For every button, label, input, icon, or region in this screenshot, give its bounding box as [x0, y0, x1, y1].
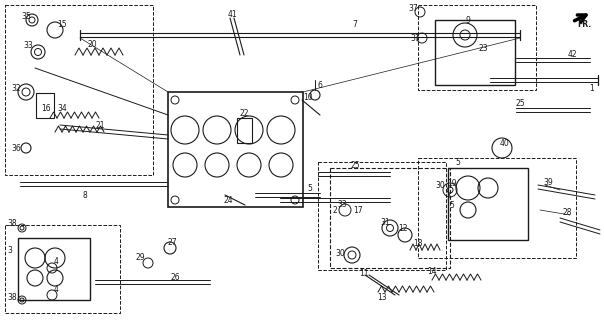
Text: 37: 37	[410, 34, 420, 43]
Text: 37: 37	[408, 4, 418, 12]
Text: 25: 25	[350, 161, 360, 170]
Text: 38: 38	[7, 293, 17, 302]
Text: 5: 5	[455, 157, 460, 166]
Text: 19: 19	[447, 179, 457, 188]
Text: 2: 2	[333, 205, 338, 214]
Text: 30: 30	[335, 249, 345, 258]
Text: 20: 20	[87, 39, 97, 49]
Text: 28: 28	[562, 207, 572, 217]
Text: 18: 18	[413, 238, 423, 247]
Text: 35: 35	[21, 12, 31, 20]
Text: 39: 39	[543, 178, 553, 187]
Text: 17: 17	[353, 205, 363, 214]
Text: 25: 25	[515, 99, 525, 108]
Text: 34: 34	[57, 103, 67, 113]
Text: 14: 14	[427, 268, 437, 276]
Bar	[418, 5, 536, 90]
Text: 7: 7	[353, 20, 358, 28]
Text: 8: 8	[83, 190, 88, 199]
Text: 23: 23	[478, 44, 488, 52]
Text: 24: 24	[223, 196, 233, 204]
Text: 15: 15	[57, 20, 67, 28]
Text: 36: 36	[11, 143, 21, 153]
Text: 22: 22	[239, 108, 249, 117]
Text: 27: 27	[167, 237, 177, 246]
Text: 21: 21	[95, 121, 104, 130]
Bar	[418, 158, 576, 258]
Bar	[330, 168, 450, 268]
Text: 3: 3	[8, 245, 13, 254]
Bar	[237, 118, 252, 143]
Bar	[5, 5, 153, 175]
Text: 13: 13	[377, 292, 387, 301]
Text: 4: 4	[54, 285, 59, 294]
Text: 5: 5	[449, 201, 454, 210]
Text: 32: 32	[11, 84, 21, 92]
Text: 30: 30	[435, 180, 445, 189]
Text: 41: 41	[227, 10, 237, 19]
Text: 33: 33	[23, 41, 33, 50]
Text: 26: 26	[170, 273, 180, 282]
Text: 5: 5	[307, 183, 312, 193]
Text: 42: 42	[567, 50, 577, 59]
Text: 29: 29	[135, 253, 145, 262]
Text: 38: 38	[7, 219, 17, 228]
Text: 6: 6	[318, 81, 323, 90]
Text: 9: 9	[466, 15, 471, 25]
Text: 31: 31	[380, 218, 390, 227]
Bar	[435, 20, 515, 85]
Bar	[36, 93, 54, 118]
Bar	[168, 92, 303, 207]
Text: 4: 4	[54, 258, 59, 267]
Text: FR.: FR.	[577, 20, 591, 29]
Bar	[18, 238, 90, 300]
Text: 1: 1	[590, 84, 594, 92]
Bar	[448, 168, 528, 240]
Bar	[5, 225, 120, 313]
Text: 33: 33	[337, 199, 347, 209]
Text: 11: 11	[359, 268, 369, 277]
Bar	[318, 162, 446, 270]
Text: 40: 40	[500, 139, 510, 148]
Text: 10: 10	[303, 92, 313, 101]
Text: 12: 12	[398, 223, 408, 233]
Text: 16: 16	[41, 103, 51, 113]
